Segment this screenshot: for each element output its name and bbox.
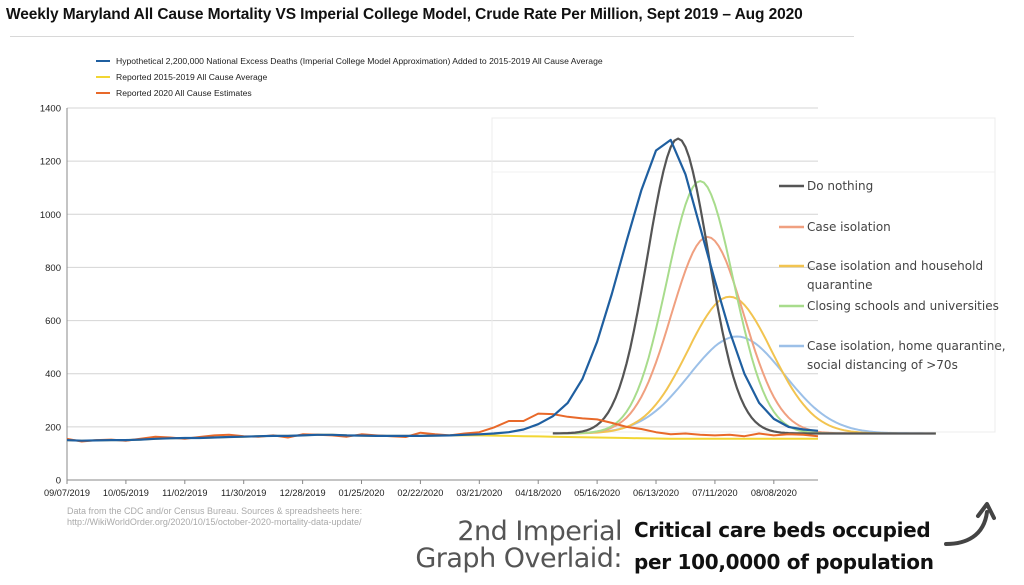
legend-swatch-excess: [96, 60, 110, 62]
series-line-0: [66, 138, 819, 442]
x-tick-label: 12/28/2019: [280, 488, 326, 498]
overlay-legend-label: quarantine: [807, 278, 873, 292]
overlay-legend-label: Case isolation and household: [807, 259, 983, 273]
source-note: Data from the CDC and/or Census Bureau. …: [67, 506, 362, 528]
x-tick-label: 08/08/2020: [751, 488, 797, 498]
x-tick-label: 07/11/2020: [692, 488, 737, 498]
legend-label-average: Reported 2015-2019 All Cause Average: [116, 72, 268, 82]
x-tick-label: 11/30/2019: [221, 488, 266, 498]
legend-item: Hypothetical 2,200,000 National Excess D…: [96, 53, 603, 69]
x-tick-label: 03/21/2020: [456, 488, 502, 498]
overlay-caption: 2nd Imperial Graph Overlaid:: [402, 518, 622, 572]
overlay-caption-line-2: Graph Overlaid:: [415, 543, 622, 574]
source-line-1: Data from the CDC and/or Census Bureau. …: [67, 506, 363, 516]
overlay-legend-label: Case isolation, home quarantine,: [807, 339, 1006, 353]
overlay-panel-frame: [491, 117, 996, 433]
title-divider: [10, 36, 854, 37]
overlay-legend-label: Case isolation: [807, 220, 891, 234]
y-tick-label: 600: [45, 316, 61, 327]
x-tick-label: 10/05/2019: [103, 488, 149, 498]
overlay-units-line-1: Critical care beds occupied: [634, 518, 931, 542]
overlay-legend-label: social distancing of >70s: [807, 358, 958, 372]
legend-label-2020: Reported 2020 All Cause Estimates: [116, 88, 252, 98]
curved-arrow-icon: [944, 502, 996, 546]
y-tick-label: 400: [45, 369, 61, 380]
y-tick-label: 1400: [40, 104, 61, 115]
x-tick-label: 11/02/2019: [162, 488, 207, 498]
x-tick-label: 09/07/2019: [44, 488, 90, 498]
chart-title: Weekly Maryland All Cause Mortality VS I…: [6, 6, 803, 23]
x-tick-label: 02/22/2020: [397, 488, 443, 498]
x-tick-label: 04/18/2020: [515, 488, 561, 498]
y-tick-label: 1000: [40, 210, 61, 221]
overlay-legend-label: Closing schools and universities: [807, 299, 999, 313]
legend-swatch-average: [96, 76, 110, 78]
x-tick-label: 05/16/2020: [574, 488, 620, 498]
legend-item: Reported 2020 All Cause Estimates: [96, 85, 603, 101]
x-tick-label: 01/25/2020: [339, 488, 385, 498]
overlay-line-do-nothing: [552, 137, 936, 435]
y-tick-label: 0: [56, 476, 61, 487]
overlay-legend-label: Do nothing: [807, 179, 873, 193]
main-legend: Hypothetical 2,200,000 National Excess D…: [96, 53, 603, 101]
y-tick-label: 200: [45, 422, 61, 433]
legend-swatch-2020: [96, 92, 110, 94]
y-tick-label: 800: [45, 263, 61, 274]
y-tick-label: 1200: [40, 157, 61, 168]
x-tick-label: 06/13/2020: [633, 488, 679, 498]
overlay-units-label: Critical care beds occupied per 100,0000…: [634, 514, 934, 578]
legend-label-excess: Hypothetical 2,200,000 National Excess D…: [116, 56, 603, 66]
overlay-units-line-2: per 100,0000 of population: [634, 550, 934, 574]
source-line-2: http://WikiWorldOrder.org/2020/10/15/oct…: [67, 517, 362, 527]
legend-item: Reported 2015-2019 All Cause Average: [96, 69, 603, 85]
overlay-caption-line-1: 2nd Imperial: [457, 516, 622, 547]
